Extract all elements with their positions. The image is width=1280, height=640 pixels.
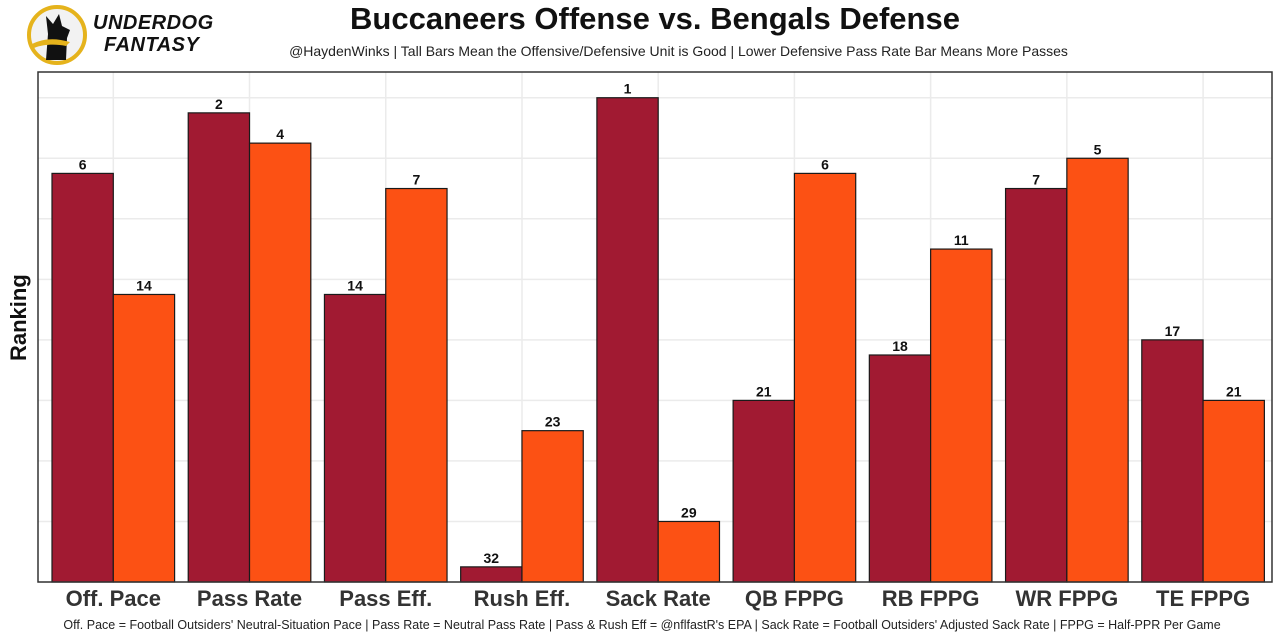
data-label: 5 [1094, 141, 1102, 157]
x-tick-label: Pass Eff. [339, 586, 432, 611]
x-tick-label: Sack Rate [606, 586, 711, 611]
bar-defense [521, 430, 584, 583]
x-tick-label: WR FPPG [1016, 586, 1119, 611]
x-tick-label: Rush Eff. [474, 586, 571, 611]
x-tick-label: Off. Pace [66, 586, 161, 611]
data-label: 2 [215, 96, 223, 112]
data-label: 14 [347, 277, 363, 293]
data-label: 4 [276, 126, 284, 142]
bar-offense [732, 399, 796, 583]
bar-offense [187, 112, 251, 583]
bar-offense [1141, 339, 1204, 583]
data-label: 32 [484, 550, 500, 566]
bar-offense [460, 566, 523, 583]
data-label: 7 [1032, 172, 1040, 188]
bar-defense [930, 248, 993, 583]
data-label: 21 [1226, 383, 1242, 399]
data-label: 29 [681, 504, 697, 520]
x-tick-label: TE FPPG [1156, 586, 1250, 611]
data-label: 23 [545, 414, 561, 430]
data-labels: 6 14 2 4 14 7 32 23 1 29 21 6 18 11 7 5 17 21 [79, 81, 1242, 566]
chart-title: Buccaneers Offense vs. Bengals Defense [350, 1, 960, 36]
x-tick-label: Pass Rate [197, 586, 302, 611]
chart-subtitle: @HaydenWinks | Tall Bars Mean the Offens… [289, 43, 1068, 59]
data-label: 1 [624, 81, 632, 97]
bar-offense [323, 293, 387, 583]
plot-panel-border [37, 71, 1273, 583]
bar-defense [793, 172, 857, 583]
bar-offense [1004, 187, 1068, 583]
logo-text-fantasy: FANTASY [104, 34, 200, 56]
bar-defense [1066, 157, 1129, 583]
data-label: 21 [756, 383, 772, 399]
x-tick-label: QB FPPG [745, 586, 844, 611]
bar-defense [1202, 399, 1265, 583]
x-tick-label: RB FPPG [882, 586, 980, 611]
data-label: 7 [412, 172, 420, 188]
bar-defense [112, 293, 176, 583]
bar-defense [657, 520, 721, 583]
data-label: 11 [954, 232, 969, 248]
chart-caption: Off. Pace = Football Outsiders' Neutral-… [63, 618, 1221, 632]
data-label: 6 [821, 156, 829, 172]
bar-offense [596, 97, 659, 583]
bar-offense [51, 172, 114, 583]
data-label: 18 [892, 338, 908, 354]
x-tick-labels: Off. Pace Pass Rate Pass Eff. Rush Eff. Sack… [66, 586, 1251, 611]
data-label: 17 [1165, 323, 1181, 339]
bar-offense [868, 354, 932, 583]
data-label: 6 [79, 156, 87, 172]
underdog-logo-icon [27, 5, 87, 65]
bar-defense [248, 142, 312, 583]
logo-text-underdog: UNDERDOG [93, 12, 214, 34]
data-label: 14 [136, 277, 152, 293]
bar-defense [385, 187, 448, 583]
bars [51, 97, 1265, 583]
